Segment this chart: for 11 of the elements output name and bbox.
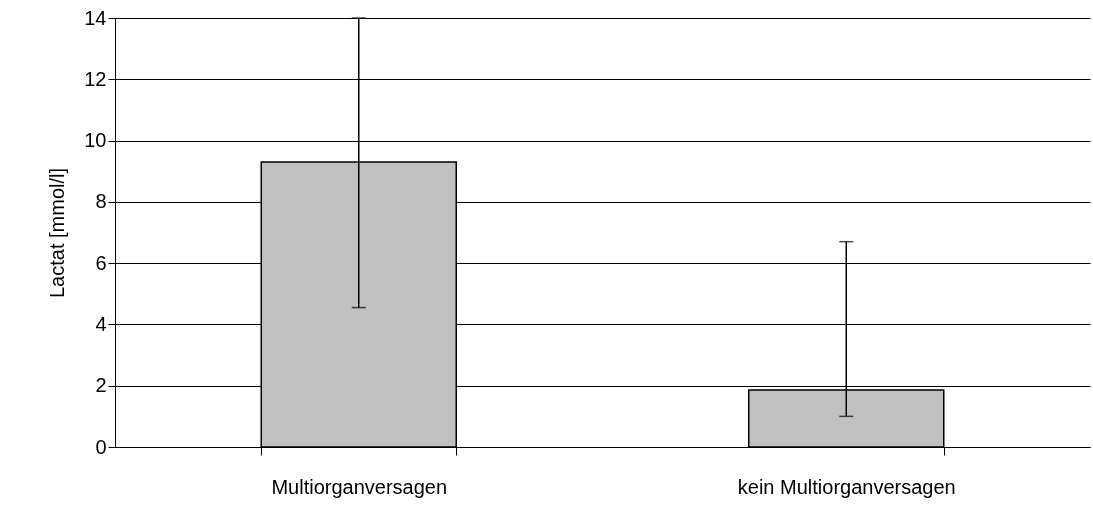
y-tick-label: 6 [95,251,107,274]
y-tick-label: 14 [84,6,107,29]
y-axis-title: Lactat [mmol/l] [46,167,69,299]
y-tick-label: 2 [95,374,107,397]
x-tick-label: kein Multiorganversagen [737,475,956,498]
y-tick-label: 10 [84,129,107,152]
y-tick-label: 0 [95,435,107,458]
x-tick-label: Multiorganversagen [271,475,448,498]
y-tick-label: 12 [84,67,107,90]
y-tick-label: 4 [95,312,107,335]
y-tick-label: 8 [95,190,107,213]
